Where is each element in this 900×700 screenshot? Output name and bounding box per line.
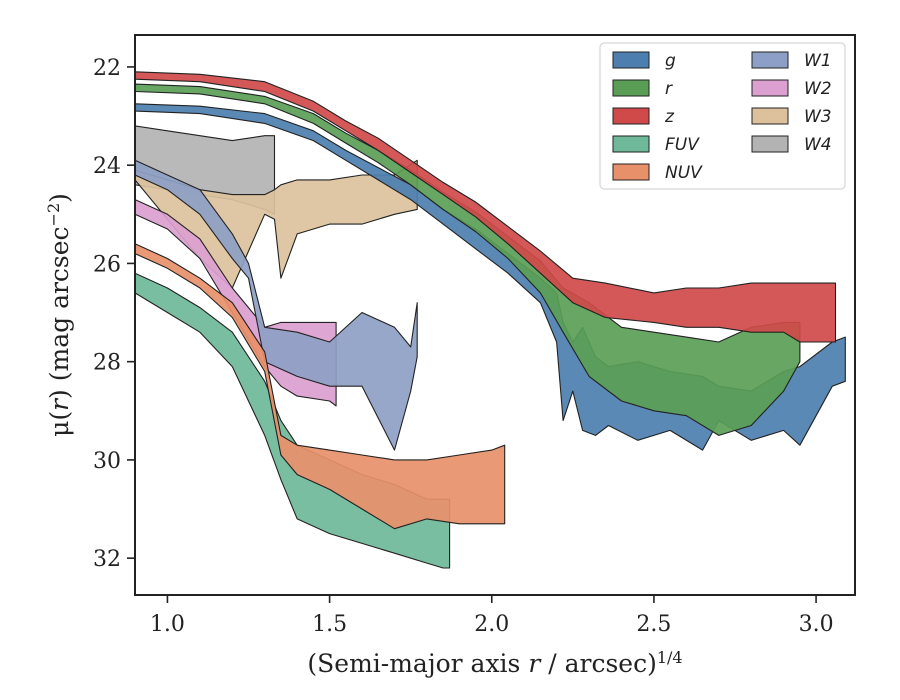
x-tick-label: 1.5: [312, 612, 347, 637]
legend-item-fuv: FUV: [612, 135, 700, 155]
legend-swatch: [612, 163, 650, 181]
legend-item-z: z: [612, 107, 675, 127]
x-tick-label: 2.5: [636, 612, 671, 637]
x-axis-label: (Semi-major axis r / arcsec)1/4: [307, 648, 682, 679]
legend-label: W3: [804, 107, 832, 127]
legend-item-w4: W4: [751, 135, 832, 155]
legend-label: W1: [804, 51, 832, 71]
legend-item-nuv: NUV: [612, 163, 703, 183]
y-tick-label: 30: [93, 449, 121, 474]
legend-swatch: [612, 107, 650, 125]
legend-swatch: [751, 135, 789, 153]
series-bands: [134, 71, 846, 569]
legend-swatch: [612, 79, 650, 97]
legend-label: g: [665, 51, 676, 71]
plot-frame: [134, 34, 856, 596]
legend-swatch: [612, 51, 650, 69]
legend-label: W2: [804, 79, 832, 99]
y-tick-label: 32: [93, 547, 121, 572]
legend-item-g: g: [612, 51, 676, 71]
y-axis-ticks: 22 24 26 28 30 32: [93, 56, 135, 572]
legend-label: NUV: [665, 163, 703, 183]
legend-label: FUV: [665, 135, 700, 155]
legend: grz FUV NUV W1 W2 W3 W4: [599, 42, 846, 190]
x-axis-ticks: 1.0 1.5 2.0 2.5 3.0: [150, 595, 834, 637]
band-z: [134, 71, 837, 343]
legend-item-w3: W3: [751, 107, 832, 127]
y-tick-label: 28: [93, 351, 121, 376]
y-axis-label: μ(r) (mag arcsec−2): [44, 193, 75, 437]
y-tick-label: 24: [93, 154, 121, 179]
legend-swatch: [612, 135, 650, 153]
legend-label: r: [665, 79, 673, 99]
legend-swatch: [751, 51, 789, 69]
y-tick-label: 22: [93, 56, 121, 81]
band-w1: [134, 159, 418, 451]
x-tick-label: 3.0: [799, 612, 834, 637]
legend-label: W4: [804, 135, 832, 155]
x-tick-label: 1.0: [150, 612, 185, 637]
x-tick-label: 2.0: [474, 612, 509, 637]
legend-item-w1: W1: [751, 51, 832, 71]
legend-swatch: [751, 107, 789, 125]
legend-item-r: r: [612, 79, 673, 99]
legend-label: z: [664, 107, 675, 127]
y-tick-label: 26: [93, 252, 121, 277]
band-nuv: [134, 243, 506, 530]
legend-item-w2: W2: [751, 79, 832, 99]
legend-swatch: [751, 79, 789, 97]
